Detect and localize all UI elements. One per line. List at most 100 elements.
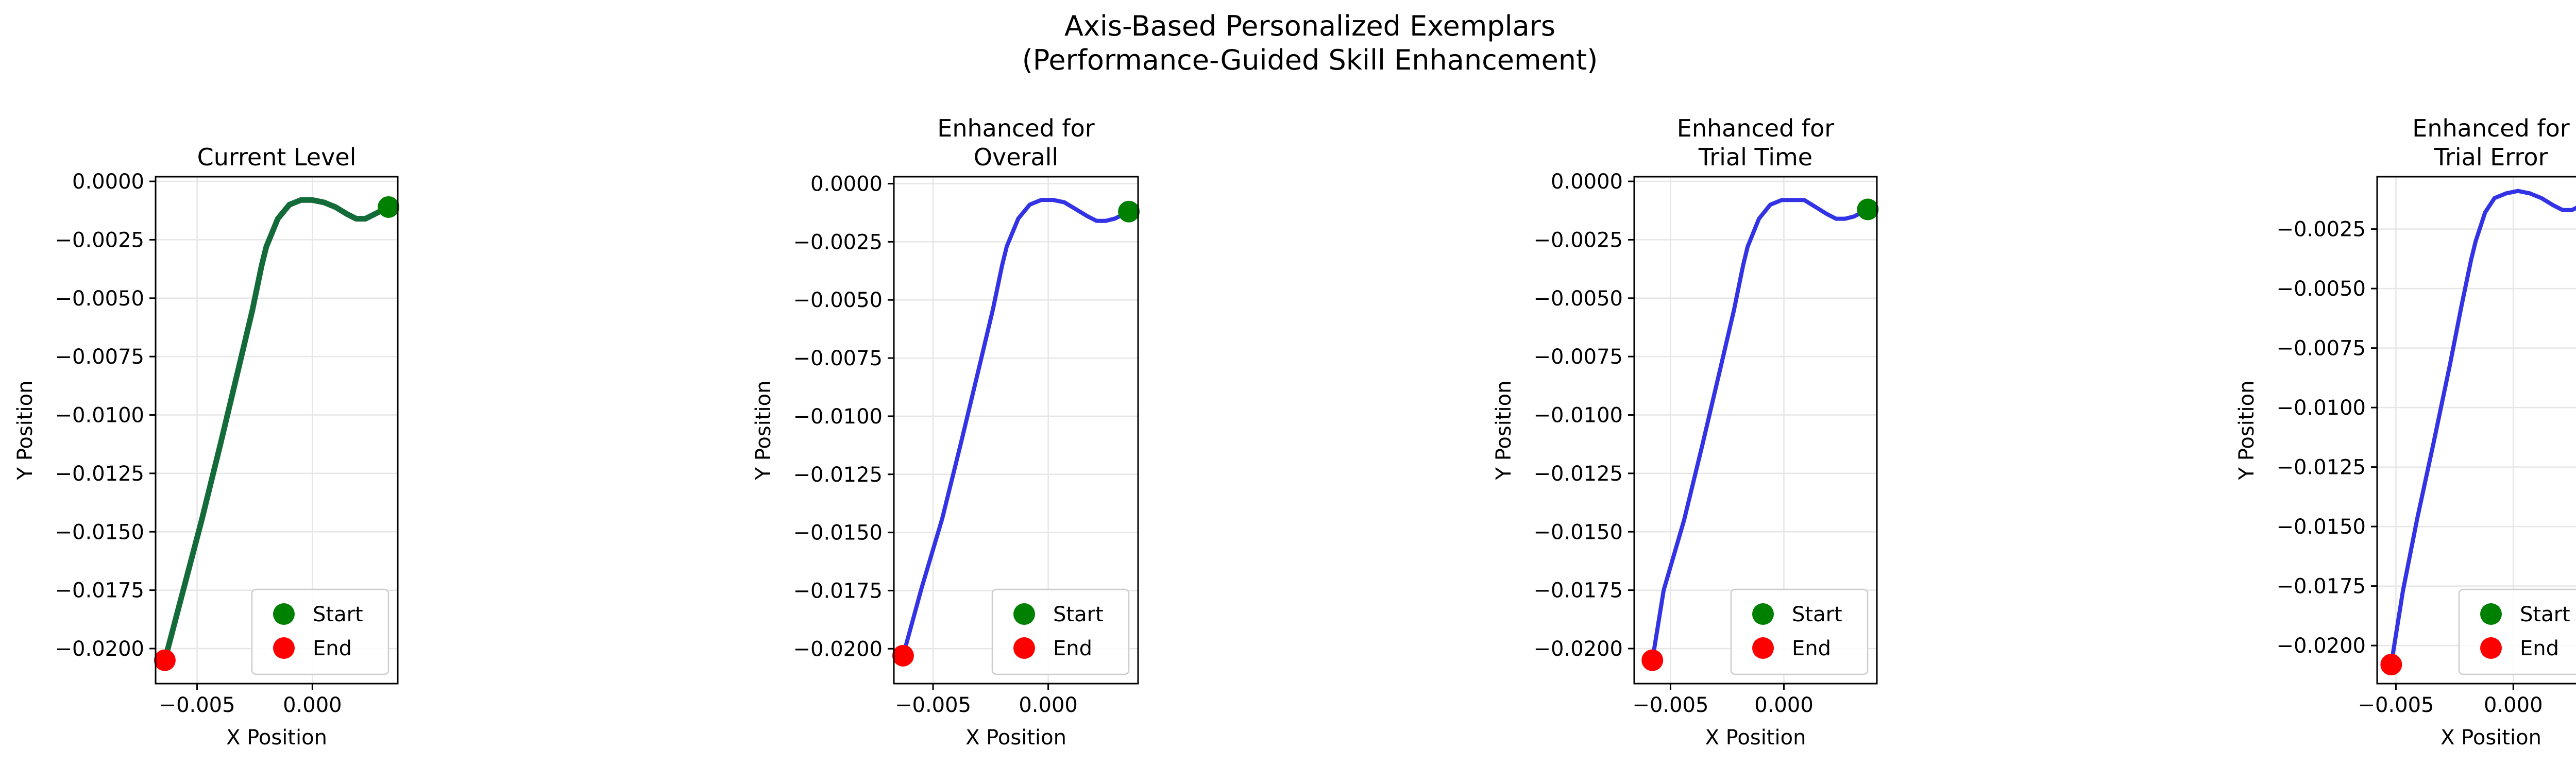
y-tick-label: −0.0150 — [2277, 515, 2366, 539]
y-tick-label: −0.0125 — [2277, 456, 2366, 480]
y-axis-label: Y Position — [2235, 381, 2259, 481]
legend-label: End — [1792, 637, 1831, 660]
trajectory-line — [162, 197, 392, 664]
y-tick-label: −0.0100 — [1534, 404, 1623, 428]
legend-box — [1730, 588, 1869, 675]
y-tick-label: 0.0000 — [1551, 170, 1623, 194]
legend-label: End — [2520, 637, 2559, 660]
legend-label: End — [313, 637, 352, 660]
subplot-title: Trial Error — [2434, 143, 2548, 171]
legend-label: Start — [1053, 603, 1104, 626]
legend-marker — [2480, 603, 2502, 625]
y-tick-label: −0.0050 — [55, 287, 144, 311]
x-tick-label: −0.005 — [2358, 693, 2434, 717]
figure-title-line2: (Performance-Guided Skill Enhancement) — [1022, 44, 1598, 76]
trajectory-line — [901, 198, 1131, 658]
y-tick-label: −0.0200 — [55, 637, 144, 661]
trajectory-line — [2389, 189, 2576, 667]
y-tick-label: −0.0175 — [55, 579, 144, 603]
legend-box — [991, 588, 1130, 675]
subplot-title: Enhanced for — [2412, 114, 2569, 142]
x-axis-label: X Position — [226, 726, 327, 750]
x-tick-label: −0.005 — [159, 693, 235, 717]
y-tick-label: −0.0050 — [1534, 287, 1623, 311]
subplot-4: −0.005 0.000 −0.0025 −0.0050 −0.0075 −0.0100 −… — [2235, 114, 2576, 750]
start-marker — [1118, 200, 1140, 223]
y-tick-label: −0.0150 — [1534, 520, 1623, 544]
y-tick-label: −0.0050 — [793, 288, 883, 312]
x-tick-label: −0.005 — [895, 693, 971, 717]
y-tick-label: −0.0175 — [2277, 575, 2366, 599]
legend-label: End — [1053, 637, 1092, 660]
legend-marker — [1752, 603, 1774, 625]
y-tick-label: −0.0175 — [1534, 579, 1623, 603]
subplot-title: Current Level — [197, 143, 357, 171]
subplot-1: −0.005 0.000 0.0000 −0.0025 −0.0050 −0.0075 −0… — [13, 143, 400, 750]
y-tick-label: −0.0025 — [55, 228, 144, 252]
legend-box — [2458, 588, 2576, 675]
legend-marker — [1013, 637, 1035, 659]
y-tick-label: −0.0075 — [1534, 345, 1623, 369]
y-tick-label: −0.0200 — [2277, 634, 2366, 658]
start-marker — [378, 196, 400, 218]
start-marker — [1857, 198, 1879, 220]
subplot-2: −0.005 0.000 0.0000 −0.0025 −0.0050 −0.0075 −0… — [752, 114, 1140, 750]
y-axis-label: Y Position — [1492, 381, 1516, 481]
y-axis-label: Y Position — [752, 381, 775, 481]
y-axis-label: Y Position — [13, 381, 37, 481]
subplot-title: Trial Time — [1698, 143, 1812, 171]
x-axis-label: X Position — [965, 726, 1066, 750]
axes-frame — [2376, 176, 2576, 685]
trajectory-line — [1650, 198, 1870, 662]
y-tick-label: −0.0025 — [2277, 218, 2366, 242]
y-tick-label: −0.0150 — [793, 521, 883, 545]
x-tick-label: −0.005 — [1632, 693, 1708, 717]
subplot-3: −0.005 0.000 0.0000 −0.0025 −0.0050 −0.0075 −0… — [1492, 114, 1879, 750]
x-tick-label: 0.000 — [1019, 693, 1078, 717]
y-tick-label: −0.0100 — [55, 404, 144, 428]
x-tick-label: 0.000 — [2484, 693, 2543, 717]
y-tick-label: 0.0000 — [810, 173, 883, 196]
end-marker — [892, 644, 914, 667]
subplot-title: Overall — [974, 143, 1058, 171]
y-tick-label: −0.0125 — [1534, 462, 1623, 486]
y-tick-label: 0.0000 — [72, 170, 144, 194]
y-tick-label: −0.0200 — [793, 637, 883, 661]
legend-label: Start — [2520, 603, 2570, 626]
end-marker — [154, 649, 176, 671]
axes-frame — [155, 176, 399, 685]
y-tick-label: −0.0125 — [793, 463, 883, 487]
y-tick-label: −0.0075 — [793, 347, 883, 370]
y-tick-label: −0.0100 — [2277, 396, 2366, 420]
y-tick-label: −0.0075 — [2277, 337, 2366, 361]
subplot-title: Enhanced for — [1677, 114, 1834, 142]
legend-marker — [1752, 637, 1774, 659]
x-axis-label: X Position — [2441, 726, 2541, 750]
y-tick-label: −0.0050 — [2277, 277, 2366, 301]
legend-marker — [1013, 603, 1035, 625]
y-tick-label: −0.0025 — [1534, 228, 1623, 252]
x-tick-label: 0.000 — [1754, 693, 1814, 717]
x-axis-label: X Position — [1705, 726, 1806, 750]
x-tick-label: 0.000 — [283, 693, 342, 717]
y-tick-label: −0.0100 — [793, 405, 883, 429]
axes-frame — [893, 176, 1139, 685]
legend-marker — [2480, 637, 2502, 659]
legend-marker — [273, 603, 295, 625]
axes-frame — [1633, 176, 1878, 685]
legend-label: Start — [313, 603, 363, 626]
legend-box — [251, 588, 389, 675]
y-tick-label: −0.0075 — [55, 345, 144, 369]
subplot-title: Enhanced for — [937, 114, 1094, 142]
y-tick-label: −0.0175 — [793, 579, 883, 603]
legend-label: Start — [1792, 603, 1842, 626]
legend-marker — [273, 637, 295, 659]
y-tick-label: −0.0200 — [1534, 637, 1623, 661]
y-tick-label: −0.0125 — [55, 462, 144, 486]
end-marker — [1641, 649, 1664, 671]
y-tick-label: −0.0150 — [55, 520, 144, 544]
end-marker — [2380, 654, 2402, 676]
y-tick-label: −0.0025 — [793, 230, 883, 254]
